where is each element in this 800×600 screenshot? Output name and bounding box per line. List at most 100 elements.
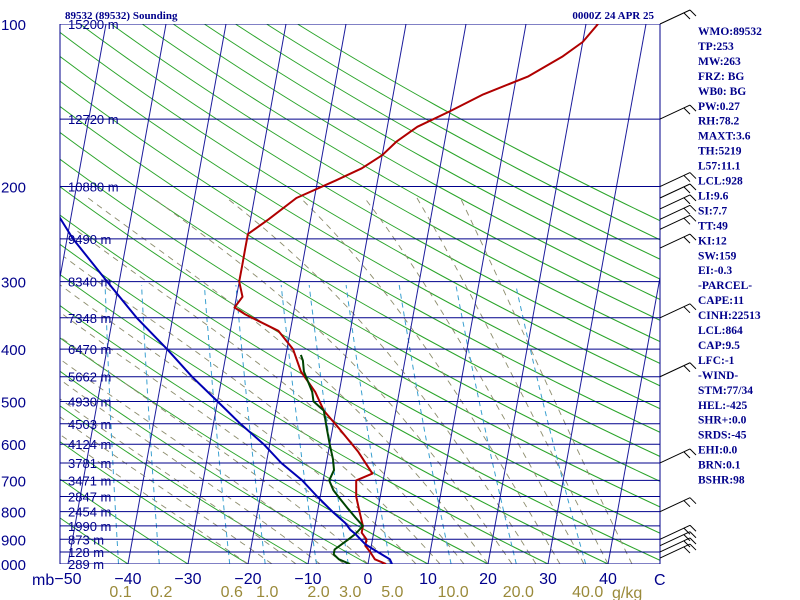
stability-index-item: CAPE:11 <box>698 295 744 307</box>
dry-adiabat-line <box>297 24 660 222</box>
stability-index-item: SRDS:-45 <box>698 430 747 442</box>
mixing-ratio-line <box>515 284 587 564</box>
stability-index-item: RH:78.2 <box>698 116 739 128</box>
height-label: 3471 m <box>68 473 111 488</box>
moist-adiabat-line <box>60 358 345 564</box>
mixing-ratio-tick-label: 40.0 <box>572 584 603 600</box>
dry-adiabat-line <box>60 80 660 433</box>
wind-barb <box>659 543 697 559</box>
dry-adiabat-line <box>60 186 660 534</box>
mixing-ratio-tick-label: 2.0 <box>307 584 329 600</box>
dry-adiabat-line <box>141 24 660 321</box>
mixing-ratio-line <box>203 284 231 564</box>
mixing-ratio-tick-label: 5.0 <box>381 584 403 600</box>
wind-barb <box>659 172 697 188</box>
stability-index-item: TP:253 <box>698 41 734 53</box>
mixing-ratio-tick-label: 0.2 <box>150 584 172 600</box>
wind-barb <box>659 531 697 547</box>
temperature-tick-label: 20 <box>479 571 497 588</box>
isotherm-line <box>607 274 660 564</box>
dry-adiabat-line <box>60 370 369 564</box>
sounding-time: 0000Z 24 APR 25 <box>572 10 654 22</box>
mixing-ratio-line <box>398 284 452 564</box>
stability-index-item: STM:77/34 <box>698 385 753 397</box>
pressure-unit-label: mb <box>32 572 54 589</box>
dewpoint-profile-line <box>299 354 364 564</box>
temperature-tick-label: 10 <box>419 571 437 588</box>
pressure-tick-label: 500 <box>1 394 26 411</box>
mixing-ratio-line <box>308 284 349 564</box>
sounding-profiles <box>60 24 599 564</box>
height-label: 2847 m <box>68 490 111 505</box>
temperature-tick-label: −30 <box>174 571 201 588</box>
height-label: 128 m <box>68 545 104 560</box>
height-label: 4124 m <box>68 437 111 452</box>
stability-index-item: CINH:22513 <box>698 310 761 322</box>
dry-adiabat-line <box>60 105 660 458</box>
moist-adiabat-line <box>60 416 273 564</box>
stability-index-item: BRN:0.1 <box>698 460 741 472</box>
dry-adiabat-line <box>60 305 489 564</box>
stability-index-item: BSHR:98 <box>698 475 745 487</box>
height-label: 6470 m <box>68 342 111 357</box>
stability-index-item: SI:7.7 <box>698 205 727 217</box>
height-label: 15200 m <box>68 17 119 32</box>
mixing-ratio-tick-label: 0.6 <box>221 584 243 600</box>
dry-adiabat-line <box>172 24 660 301</box>
wind-barb <box>659 194 697 210</box>
moist-adiabat-line <box>60 379 321 564</box>
moist-adiabat-line <box>152 197 513 564</box>
dry-adiabat-line <box>110 24 660 343</box>
dry-adiabat-line <box>60 243 609 564</box>
pressure-tick-label: 700 <box>1 473 26 490</box>
wind-barb <box>659 362 697 378</box>
mixing-ratio-tick-label: 1.0 <box>256 584 278 600</box>
dry-adiabat-line <box>204 24 660 280</box>
height-label: 5662 m <box>68 370 111 385</box>
stability-index-item: LCL:928 <box>698 176 743 188</box>
temperature-tick-label: −50 <box>54 571 81 588</box>
moist-adiabat-line <box>74 228 465 564</box>
height-label: 873 m <box>68 532 104 547</box>
moist-adiabat-line <box>364 197 585 564</box>
moist-adiabat-line <box>63 256 441 564</box>
height-label: 4503 m <box>68 417 111 432</box>
wind-barb <box>659 448 697 464</box>
wind-barb <box>659 537 697 553</box>
wind-barb <box>659 214 697 230</box>
moist-adiabat-line <box>459 197 633 564</box>
stability-index-item: MAXT:3.6 <box>698 131 751 143</box>
temperature-tick-label: 0 <box>364 571 373 588</box>
pressure-tick-label: 800 <box>1 505 26 522</box>
mixing-ratio-line <box>141 284 160 564</box>
moist-adiabat-line <box>60 398 297 564</box>
moist-adiabat-line <box>87 197 489 564</box>
dry-adiabat-line <box>60 405 309 564</box>
stability-index-item: KI:12 <box>698 235 727 247</box>
mixing-ratio-line <box>345 284 391 564</box>
temperature-tick-label: −40 <box>114 571 141 588</box>
dry-adiabat-line <box>79 24 660 364</box>
stability-index-item: WB0: BG <box>698 86 746 98</box>
pressure-tick-label: 900 <box>1 532 26 549</box>
wind-barb <box>659 204 697 220</box>
pressure-tick-label: 1000 <box>0 557 26 574</box>
axis-labels: 15200 m 12720 m 10880 m 9490 m 8340 m 7348 m 6… <box>0 17 617 600</box>
chart-grid <box>60 24 660 564</box>
moist-adiabat-line <box>62 314 393 564</box>
isotherm-line <box>127 24 227 564</box>
wind-barb <box>659 524 697 540</box>
stability-index-item: L57:11.1 <box>698 161 741 173</box>
height-label: 4930 m <box>68 394 111 409</box>
stability-index-item: TT:49 <box>698 220 728 232</box>
moist-adiabat-line <box>60 284 417 564</box>
height-label: 2454 m <box>68 505 111 520</box>
mixing-ratio-line <box>235 284 266 564</box>
stability-index-item: WMO:89532 <box>698 26 762 38</box>
isotherm-line <box>247 24 347 564</box>
stability-index-item: MW:263 <box>698 56 741 68</box>
temperature-profile-line <box>233 24 599 564</box>
wind-barbs <box>659 9 697 559</box>
isotherm-line <box>547 24 647 564</box>
height-label: 8340 m <box>68 275 111 290</box>
